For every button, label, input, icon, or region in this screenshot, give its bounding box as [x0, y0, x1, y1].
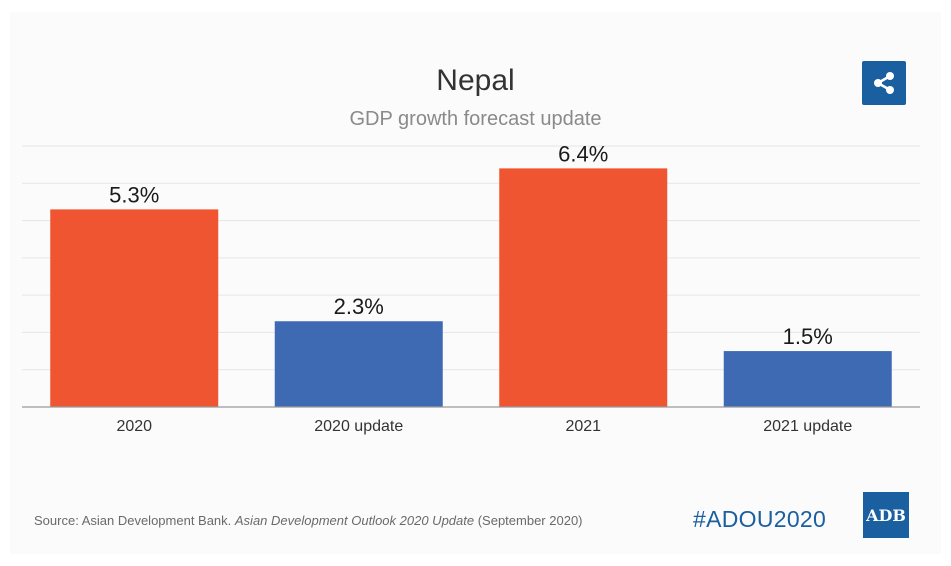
adb-logo: ADB	[863, 492, 909, 538]
source-publication: Asian Development Outlook 2020 Update	[234, 513, 475, 528]
chart-title: Nepal	[436, 64, 515, 97]
chart-subtitle: GDP growth forecast update	[349, 108, 602, 130]
source-suffix: (September 2020)	[474, 513, 583, 528]
x-tick-label: 2021 update	[763, 418, 852, 435]
source-prefix: Source: Asian Development Bank.	[34, 513, 235, 528]
bar[interactable]	[499, 168, 668, 407]
data-label: 1.5%	[783, 324, 833, 349]
x-tick-label: 2020 update	[314, 418, 403, 435]
hashtag[interactable]: #ADOU2020	[693, 506, 827, 532]
source-note: Source: Asian Development Bank. Asian De…	[34, 513, 583, 528]
share-button[interactable]	[862, 61, 906, 105]
x-tick-label: 2020	[116, 418, 152, 435]
data-label: 5.3%	[109, 182, 159, 207]
share-icon	[874, 72, 894, 94]
data-label: 2.3%	[334, 294, 384, 319]
bar[interactable]	[274, 321, 443, 407]
data-label: 6.4%	[558, 141, 608, 166]
bar[interactable]	[723, 351, 892, 407]
bar[interactable]	[50, 209, 219, 407]
x-tick-label: 2021	[565, 418, 601, 435]
